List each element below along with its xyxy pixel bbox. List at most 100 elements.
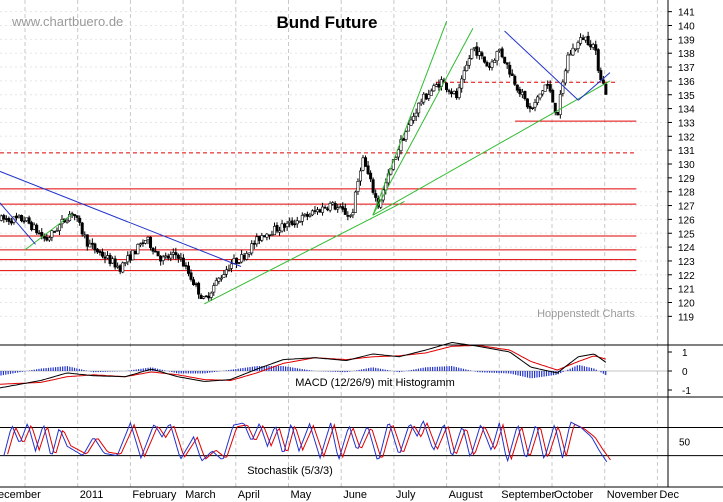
candle-body — [369, 172, 373, 180]
candle-body — [288, 220, 292, 223]
candle-body — [543, 84, 547, 92]
price-tick-label: 129 — [678, 174, 695, 185]
macd-tick-label: 1 — [682, 348, 688, 359]
candle-body — [113, 258, 117, 268]
candle-body — [214, 280, 218, 286]
month-label: February — [132, 489, 177, 501]
candle-body — [95, 248, 99, 253]
candle-body — [315, 209, 319, 213]
candle-body — [265, 233, 269, 238]
candle-body — [25, 217, 29, 221]
candle-body — [242, 254, 246, 259]
candle-body — [106, 255, 110, 259]
month-label: November — [607, 489, 658, 501]
candle-body — [293, 223, 297, 226]
candle-body — [14, 215, 18, 219]
candle-body — [563, 70, 567, 84]
macd-title: MACD (12/26/9) mit Histogramm — [295, 377, 455, 389]
candle-body — [482, 56, 486, 63]
candle-body — [78, 217, 82, 223]
candle-body — [20, 215, 24, 222]
stochastic-k-line — [3, 419, 608, 463]
watermark: www.chartbuero.de — [11, 14, 123, 29]
month-label: ecember — [0, 489, 41, 501]
candle-body — [27, 217, 31, 224]
candle-body — [217, 277, 221, 282]
candle-body — [498, 48, 502, 51]
candle-body — [50, 230, 54, 238]
candle-body — [146, 236, 150, 240]
candle-body — [513, 75, 517, 85]
candle-body — [45, 237, 49, 241]
candle-body — [556, 111, 560, 116]
candle-body — [429, 90, 433, 96]
candle-body — [212, 285, 216, 293]
candle-body — [93, 243, 97, 251]
trend-line — [372, 21, 448, 216]
candle-body — [100, 251, 104, 257]
candle-body — [156, 251, 160, 257]
price-tick-label: 119 — [678, 312, 694, 323]
candle-body — [553, 102, 557, 113]
month-label: 2011 — [80, 489, 104, 501]
candle-body — [252, 243, 256, 245]
candle-body — [17, 215, 21, 218]
candle-body — [601, 79, 605, 84]
candle-body — [356, 181, 360, 192]
candle-body — [604, 83, 608, 95]
candle-body — [143, 239, 147, 244]
candle-body — [257, 235, 261, 241]
candle-body — [318, 209, 322, 213]
candle-body — [128, 254, 132, 261]
stochastic-tick-label: 50 — [679, 438, 691, 449]
candle-body — [103, 256, 107, 259]
candle-body — [531, 107, 535, 110]
candle-body — [154, 250, 158, 253]
candle-body — [336, 207, 340, 210]
candle-body — [460, 78, 464, 89]
candle-body — [199, 295, 203, 300]
chart-title: Bund Future — [276, 13, 377, 32]
candle-body — [419, 101, 423, 105]
candle-body — [232, 258, 236, 264]
candle-body — [452, 90, 456, 94]
credit-label: Hoppenstedt Charts — [537, 308, 635, 320]
candle-body — [121, 262, 125, 273]
candle-body — [589, 44, 593, 48]
candle-body — [83, 234, 87, 237]
candle-body — [22, 220, 26, 223]
candle-body — [197, 282, 201, 295]
month-label: October — [554, 489, 593, 501]
candle-body — [584, 36, 588, 41]
price-tick-label: 136 — [678, 77, 695, 88]
candle-body — [295, 220, 299, 225]
candle-body — [599, 70, 603, 81]
candle-body — [267, 234, 271, 237]
candle-body — [300, 215, 304, 222]
candle-body — [523, 90, 527, 100]
candle-body — [55, 230, 59, 232]
candle-body — [566, 54, 570, 72]
candle-body — [361, 157, 365, 171]
candle-body — [35, 224, 39, 234]
candle-body — [508, 64, 512, 75]
candle-body — [118, 265, 122, 272]
candle-body — [528, 105, 532, 109]
price-tick-label: 141 — [678, 8, 695, 19]
trend-line — [0, 170, 242, 267]
candle-body — [338, 206, 342, 209]
price-tick-label: 137 — [678, 63, 695, 74]
candle-body — [546, 84, 550, 86]
price-tick-label: 131 — [678, 146, 695, 157]
candle-body — [192, 279, 196, 285]
candle-body — [447, 90, 451, 92]
candle-body — [341, 206, 345, 210]
trend-line — [24, 213, 73, 251]
price-tick-label: 126 — [678, 215, 695, 226]
candle-body — [240, 254, 244, 263]
candle-body — [503, 56, 507, 64]
candle-body — [229, 263, 233, 269]
candle-body — [525, 98, 529, 108]
candle-body — [404, 131, 408, 140]
